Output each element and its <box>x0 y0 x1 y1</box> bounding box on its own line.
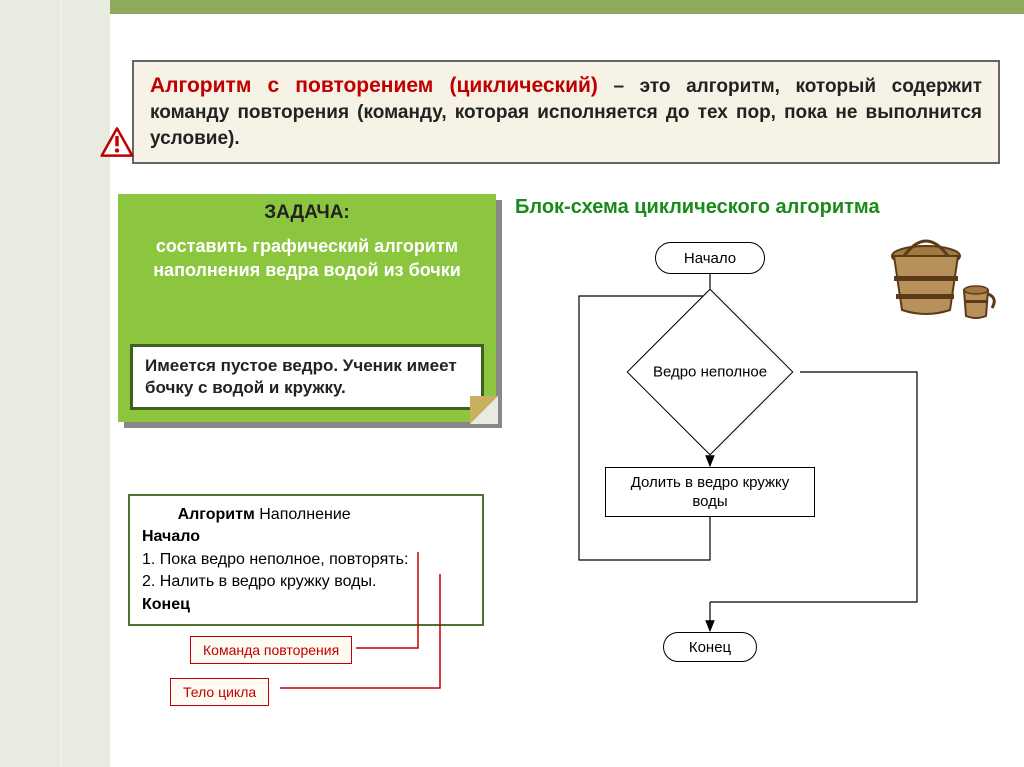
flow-node-start: Начало <box>655 242 765 274</box>
flow-node-action: Долить в ведро кружку воды <box>605 467 815 517</box>
flow-action-label: Долить в ведро кружку воды <box>616 473 804 512</box>
callout-body: Тело цикла <box>170 678 269 706</box>
warning-icon <box>100 126 134 158</box>
flowchart-title: Блок-схема циклического алгоритма <box>515 194 880 220</box>
callout-body-label: Тело цикла <box>183 684 256 700</box>
task-title: ЗАДАЧА: <box>118 194 496 224</box>
flow-cond-label: Ведро неполное <box>653 364 767 381</box>
algo-word: Алгоритм <box>178 506 255 523</box>
flow-start-label: Начало <box>684 250 736 267</box>
top-accent-bar <box>62 0 1024 14</box>
algorithm-text-box: Алгоритм Наполнение Начало 1. Пока ведро… <box>128 494 484 626</box>
flow-end-label: Конец <box>689 639 731 656</box>
callout-command-label: Команда повторения <box>203 642 339 658</box>
algo-name: Наполнение <box>255 506 351 523</box>
page-curl <box>470 396 498 424</box>
callout-command: Команда повторения <box>190 636 352 664</box>
task-given: Имеется пустое ведро. Ученик имеет бочку… <box>130 344 484 410</box>
algo-line-2: 2. Налить в ведро кружку воды. <box>142 571 470 593</box>
flow-node-condition: Ведро неполное <box>620 317 800 427</box>
task-body: составить графический алгоритм наполнени… <box>118 224 496 283</box>
left-sidebar-bg <box>62 0 110 767</box>
definition-box: Алгоритм с повторением (циклический) – э… <box>132 60 1000 164</box>
flowchart: Начало Ведро неполное Долить в ведро кру… <box>555 242 995 726</box>
definition-title: Алгоритм с повторением (циклический) <box>150 74 598 97</box>
algo-end: Конец <box>142 594 470 616</box>
task-box: ЗАДАЧА: составить графический алгоритм н… <box>118 194 496 422</box>
algo-line-1: 1. Пока ведро неполное, повторять: <box>142 549 470 571</box>
flow-node-end: Конец <box>663 632 757 662</box>
algo-begin: Начало <box>142 526 470 548</box>
